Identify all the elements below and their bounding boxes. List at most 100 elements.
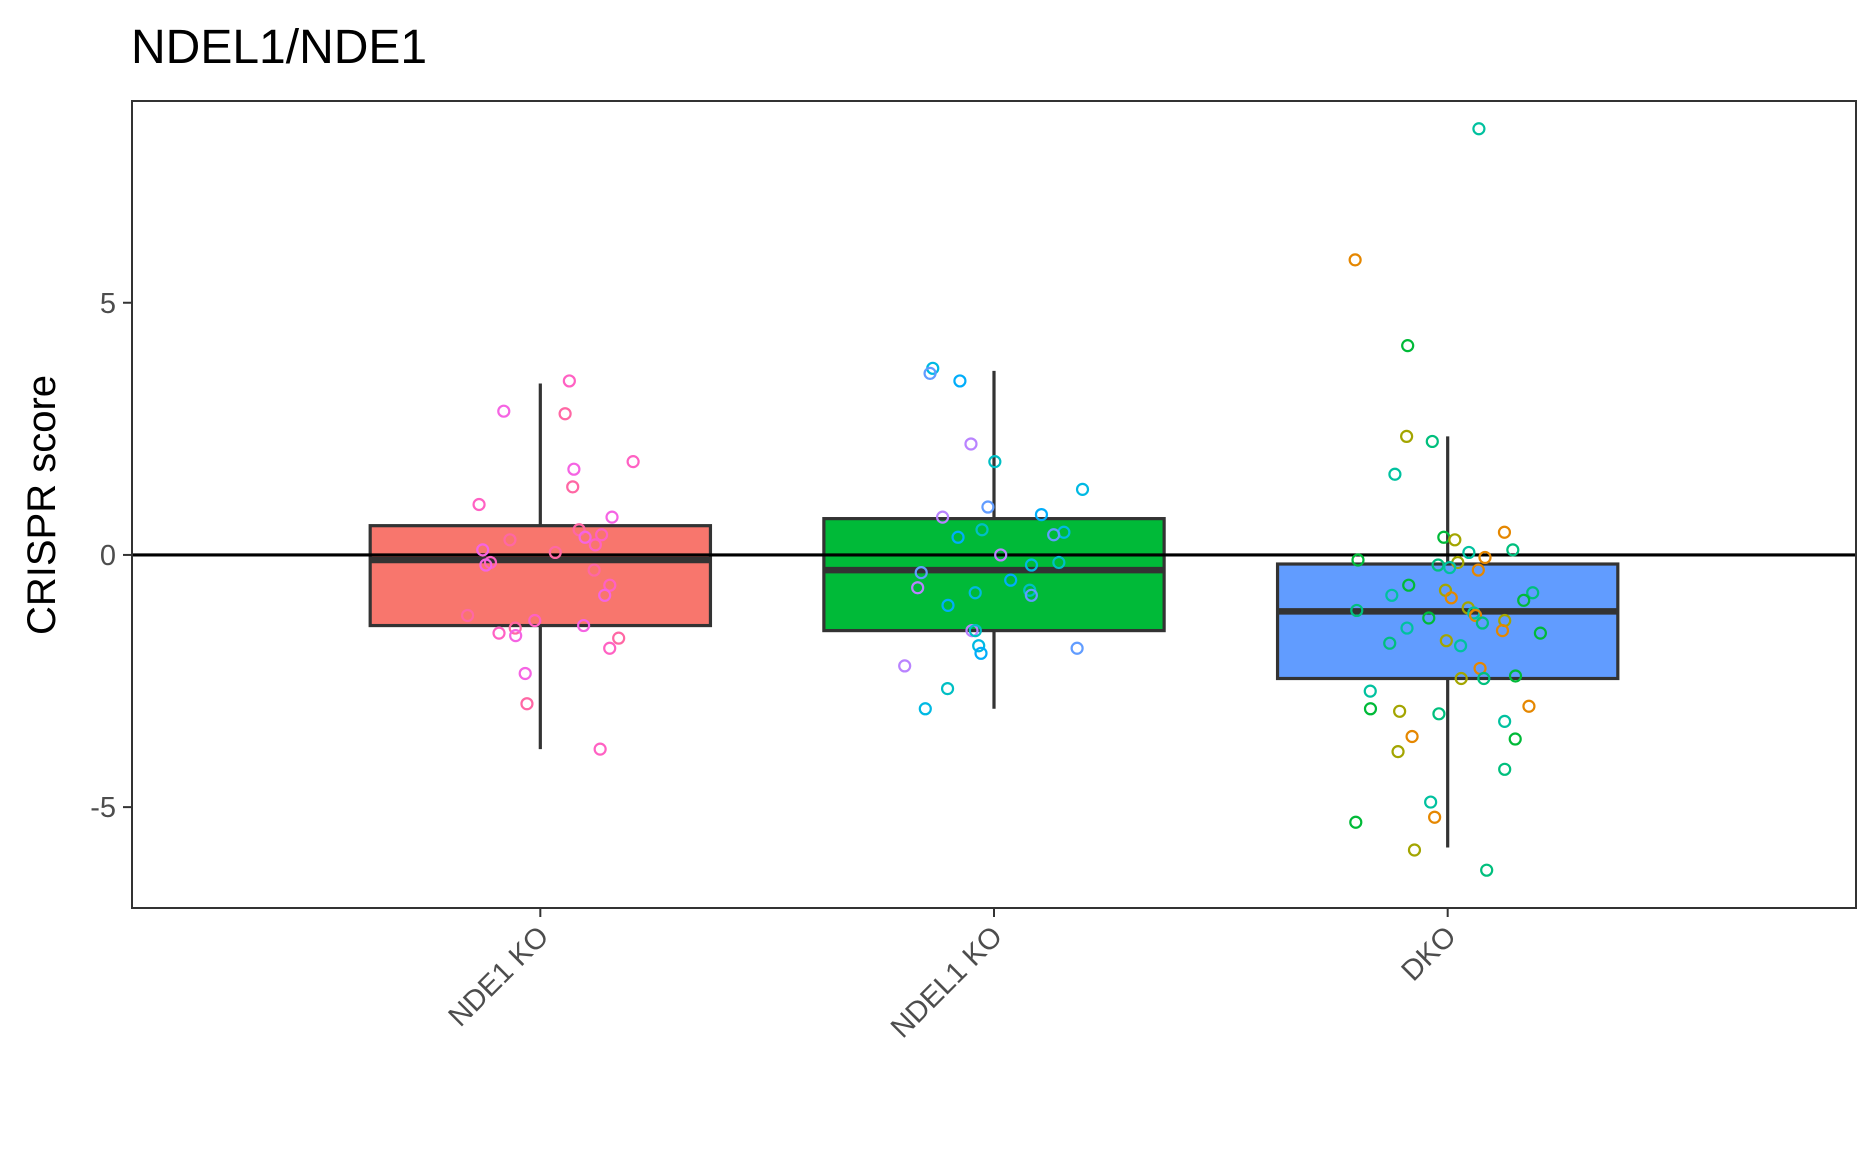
data-point-1-29	[940, 681, 955, 696]
data-point-2-6	[1497, 525, 1512, 539]
data-point-0-27	[603, 641, 617, 655]
data-point-1-13	[994, 548, 1008, 562]
data-point-0-4	[567, 462, 581, 476]
data-point-0-10	[578, 530, 592, 544]
data-point-0-13	[476, 543, 490, 557]
data-point-0-12	[588, 538, 602, 552]
data-point-1-14	[1052, 555, 1066, 570]
box-body	[1275, 562, 1620, 681]
data-point-0-1	[497, 404, 511, 418]
data-point-1-16	[914, 565, 928, 580]
data-point-2-44	[1432, 707, 1446, 721]
data-point-2-37	[1508, 669, 1523, 683]
data-point-2-12	[1351, 553, 1365, 567]
data-point-2-40	[1363, 684, 1377, 698]
data-point-2-11	[1478, 550, 1492, 565]
data-point-0-24	[492, 626, 506, 640]
data-point-0-17	[587, 563, 601, 577]
data-point-2-41	[1522, 699, 1536, 713]
data-point-2-17	[1402, 578, 1416, 592]
data-point-1-25	[972, 639, 986, 653]
data-point-2-43	[1393, 704, 1407, 718]
data-point-0-11	[503, 533, 517, 547]
data-point-2-9	[1506, 543, 1520, 557]
data-point-1-4	[988, 455, 1002, 469]
x-tick-label: NDE1 KO	[443, 920, 556, 1033]
data-point-2-1	[1348, 253, 1362, 267]
data-point-1-17	[1004, 573, 1018, 587]
data-point-0-23	[508, 621, 522, 635]
data-point-2-32	[1533, 626, 1547, 640]
data-point-2-52	[1349, 815, 1363, 829]
data-point-2-26	[1468, 608, 1483, 623]
data-point-0-18	[603, 578, 617, 592]
data-point-0-21	[528, 613, 542, 628]
data-point-2-29	[1475, 616, 1490, 630]
data-point-2-19	[1526, 586, 1540, 600]
data-point-2-24	[1350, 603, 1364, 618]
data-point-2-42	[1363, 702, 1378, 716]
data-point-2-50	[1424, 795, 1438, 809]
y-axis-title: CRISPR score	[20, 375, 64, 635]
points-layer	[460, 122, 1547, 877]
data-point-2-34	[1383, 636, 1397, 650]
data-point-2-35	[1453, 639, 1468, 653]
chart-title: NDEL1/NDE1	[131, 21, 427, 74]
box-body	[368, 524, 713, 628]
data-point-1-24	[968, 623, 982, 638]
data-point-2-21	[1444, 591, 1458, 605]
data-point-0-20	[460, 608, 475, 623]
box-0	[368, 383, 713, 750]
x-tick-label: DKO	[1396, 920, 1463, 987]
data-point-1-26	[1070, 641, 1084, 655]
data-point-1-22	[941, 598, 955, 612]
data-point-0-2	[558, 407, 572, 421]
data-point-0-0	[562, 374, 576, 388]
data-point-1-3	[964, 437, 978, 451]
data-point-1-18	[911, 581, 925, 595]
y-tick-label: -5	[90, 792, 116, 824]
data-point-1-15	[1024, 558, 1039, 572]
data-point-1-7	[1034, 507, 1049, 522]
data-point-2-10	[1462, 545, 1476, 560]
data-point-2-4	[1425, 434, 1439, 449]
data-point-2-3	[1400, 429, 1414, 444]
data-point-1-30	[918, 702, 932, 716]
data-point-0-9	[595, 528, 609, 542]
data-point-2-39	[1477, 671, 1491, 686]
box-body	[822, 517, 1166, 633]
data-point-0-30	[593, 742, 607, 756]
data-point-2-54	[1480, 863, 1494, 877]
data-point-0-29	[520, 697, 534, 711]
box-1	[822, 370, 1166, 709]
data-point-1-8	[935, 510, 950, 524]
data-point-0-16	[479, 558, 493, 572]
data-point-0-7	[605, 510, 619, 524]
data-point-2-46	[1405, 729, 1419, 744]
data-point-2-16	[1471, 563, 1485, 577]
data-point-0-6	[472, 497, 486, 512]
data-point-0-28	[518, 666, 532, 681]
data-point-2-2	[1401, 339, 1415, 353]
data-point-2-49	[1498, 762, 1512, 776]
data-point-0-3	[626, 455, 640, 469]
data-point-0-26	[612, 631, 626, 645]
data-point-1-5	[1075, 482, 1090, 496]
data-point-0-25	[509, 629, 523, 643]
data-point-1-2	[953, 374, 967, 388]
data-point-2-14	[1431, 558, 1445, 572]
data-point-2-27	[1422, 611, 1436, 625]
data-point-2-22	[1517, 593, 1531, 607]
data-point-2-51	[1428, 810, 1442, 824]
x-tick-label: NDEL1 KO	[885, 920, 1009, 1044]
data-point-1-12	[951, 530, 965, 544]
data-point-2-53	[1407, 843, 1422, 857]
data-point-2-48	[1391, 745, 1405, 759]
data-point-1-28	[898, 659, 912, 673]
data-point-2-47	[1508, 732, 1522, 746]
data-point-1-9	[975, 523, 989, 537]
y-tick-label: 5	[100, 288, 116, 320]
data-point-0-5	[566, 480, 580, 494]
data-point-1-27	[974, 646, 988, 660]
